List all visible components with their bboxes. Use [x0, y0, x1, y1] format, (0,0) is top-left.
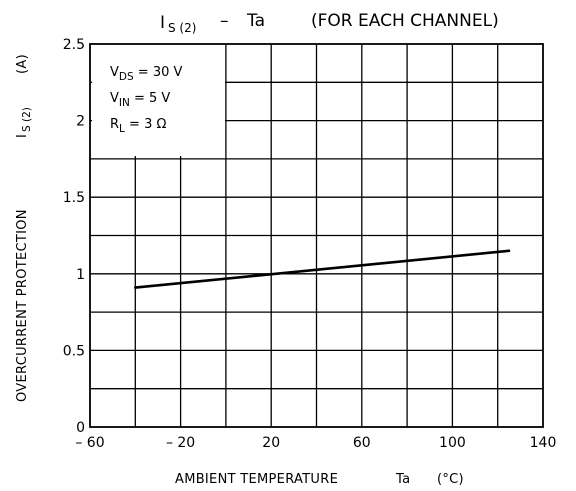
- x-tick-label: – 60: [75, 435, 104, 451]
- x-tick-label: 100: [439, 435, 466, 451]
- y-tick-labels: 0 0.5 1 1.5 2 2.5: [63, 37, 85, 436]
- condition-subscript: L: [119, 123, 125, 135]
- title-symbol-subscript: S (2): [168, 21, 196, 35]
- condition-item: VDS = 30 V: [110, 65, 183, 83]
- y-tick-label: 2: [76, 114, 85, 130]
- condition-symbol: R: [110, 117, 119, 132]
- title-vs: Ta: [246, 11, 265, 31]
- series-line: [134, 249, 511, 289]
- x-tick-label: 140: [530, 435, 557, 451]
- title-qualifier: (FOR EACH CHANNEL): [311, 11, 499, 31]
- x-axis-symbol: Ta: [395, 472, 410, 487]
- condition-subscript: DS: [119, 71, 134, 83]
- y-tick-label: 0: [76, 420, 85, 436]
- condition-symbol: V: [110, 65, 119, 80]
- y-axis-symbol-subscript: S (2): [21, 107, 33, 132]
- x-tick-label: 60: [353, 435, 371, 451]
- condition-value: = 30 V: [134, 65, 183, 80]
- condition-symbol: V: [110, 91, 119, 106]
- y-axis-label: OVERCURRENT PROTECTION: [15, 209, 30, 402]
- condition-value: = 3 Ω: [125, 117, 167, 132]
- x-axis-label: AMBIENT TEMPERATURE: [175, 472, 338, 487]
- condition-subscript: IN: [119, 97, 130, 109]
- y-tick-label: 1: [76, 267, 85, 283]
- x-tick-label: 20: [262, 435, 280, 451]
- condition-item: VIN = 5 V: [110, 91, 170, 109]
- x-tick-label: – 20: [166, 435, 195, 451]
- y-tick-label: 0.5: [63, 343, 85, 359]
- y-axis-unit: (A): [15, 54, 30, 74]
- x-tick-labels: – 60 – 20 20 60 100 140: [75, 435, 556, 451]
- grid: [90, 44, 543, 427]
- series: [134, 249, 511, 289]
- y-axis-title: OVERCURRENT PROTECTION I S (2) (A): [15, 54, 33, 402]
- y-axis-symbol: I: [15, 134, 30, 138]
- x-axis-unit: (°C): [437, 472, 464, 487]
- y-tick-label: 1.5: [63, 190, 85, 206]
- conditions-box: [92, 44, 225, 156]
- plot-frame: [89, 43, 544, 428]
- chart-title: I S (2) – Ta (FOR EACH CHANNEL): [160, 11, 499, 35]
- condition-item: RL = 3 Ω: [110, 117, 166, 135]
- x-axis-title: AMBIENT TEMPERATURE Ta (°C): [175, 472, 464, 487]
- title-symbol: I: [160, 13, 165, 33]
- condition-value: = 5 V: [130, 91, 171, 106]
- y-tick-label: 2.5: [63, 37, 85, 53]
- title-dash: –: [220, 11, 229, 31]
